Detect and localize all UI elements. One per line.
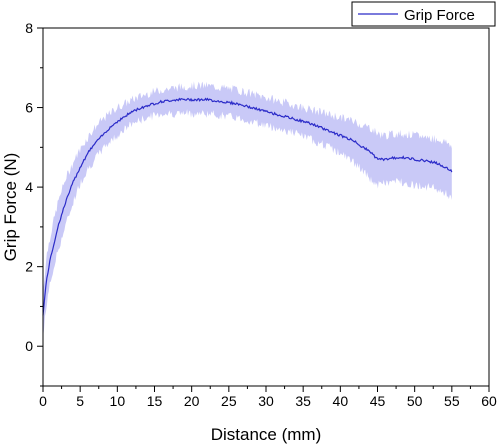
x-tick-label: 0 (39, 393, 47, 409)
x-tick-label: 55 (444, 393, 460, 409)
legend: Grip Force (351, 1, 496, 27)
x-tick-label: 20 (184, 393, 200, 409)
x-tick-label: 30 (258, 393, 274, 409)
y-tick-label: 2 (25, 259, 33, 275)
x-tick-label: 5 (76, 393, 84, 409)
series-line-layer (42, 97, 453, 316)
x-tick-label: 35 (295, 393, 311, 409)
x-axis-title: Distance (mm) (211, 425, 322, 444)
axes (42, 27, 490, 387)
error-band-grip-force (43, 81, 452, 338)
tick-marks (37, 27, 490, 392)
tick-labels: 0 5 10 15 20 25 30 35 40 45 50 55 60 0 2 4 6 8 (25, 20, 497, 409)
series-line-grip-force (42, 97, 453, 316)
x-tick-label: 10 (110, 393, 126, 409)
x-tick-label: 25 (221, 393, 237, 409)
y-tick-label: 0 (25, 338, 33, 354)
y-tick-label: 8 (25, 20, 33, 36)
x-tick-label: 60 (481, 393, 497, 409)
y-tick-label: 6 (25, 100, 33, 116)
plot-frame (42, 27, 490, 387)
x-tick-label: 50 (407, 393, 423, 409)
y-axis-title: Grip Force (N) (1, 153, 20, 262)
y-tick-label: 4 (25, 179, 33, 195)
error-band-layer (43, 81, 452, 338)
x-tick-label: 40 (333, 393, 349, 409)
x-tick-label: 45 (370, 393, 386, 409)
x-tick-label: 15 (147, 393, 163, 409)
legend-label-grip-force: Grip Force (404, 7, 475, 24)
